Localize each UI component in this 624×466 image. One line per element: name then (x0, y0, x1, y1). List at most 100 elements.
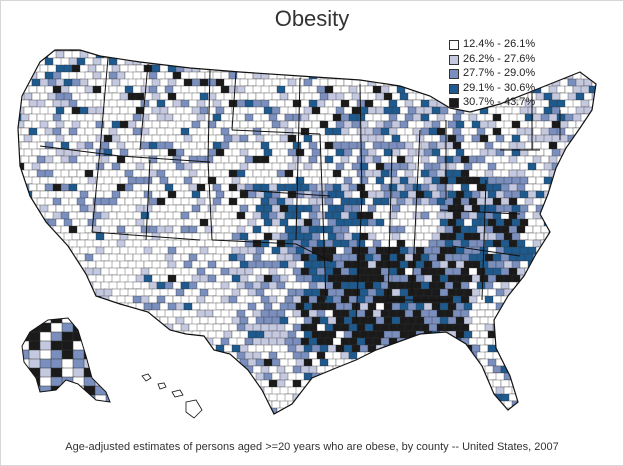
borough-cell (28, 376, 42, 388)
county-cell (292, 365, 302, 375)
county-cell (572, 323, 582, 334)
county-cell (519, 302, 531, 313)
county-cell (132, 393, 144, 404)
county-cell (87, 316, 98, 327)
county-cell (132, 50, 143, 52)
county-cell (407, 386, 419, 397)
county-cell (399, 358, 411, 368)
county-cell (316, 211, 327, 220)
county-cell (224, 415, 234, 422)
county-cell (95, 400, 105, 410)
county-cell (76, 281, 89, 290)
county-cell (572, 309, 582, 319)
county-cell (516, 365, 528, 376)
county-cell (428, 197, 439, 207)
county-cell (196, 253, 206, 262)
county-cell (84, 169, 95, 179)
county-cell (404, 365, 416, 375)
county-cell (220, 365, 231, 376)
county-cell (455, 372, 467, 381)
county-cell (311, 134, 321, 144)
county-cell (44, 99, 54, 108)
county-cell (508, 295, 519, 305)
county-cell (63, 302, 76, 313)
county-cell (148, 407, 161, 414)
county-cell (220, 155, 230, 165)
county-cell (383, 92, 394, 102)
county-cell (295, 330, 306, 339)
county-cell (412, 71, 424, 82)
county-cell (597, 394, 608, 401)
county-cell (20, 393, 31, 404)
county-cell (119, 64, 130, 73)
county-cell (60, 113, 71, 122)
county-cell (524, 393, 535, 402)
county-cell (92, 211, 103, 221)
county-cell (212, 407, 224, 414)
county-cell (572, 253, 585, 263)
county-cell (204, 169, 215, 178)
county-cell (31, 246, 42, 257)
county-cell (127, 330, 140, 340)
county-cell (439, 204, 449, 214)
county-cell (564, 351, 575, 361)
county-cell (532, 407, 542, 414)
county-cell (151, 330, 161, 340)
county-cell (223, 316, 234, 325)
county-cell (71, 302, 82, 311)
county-cell (572, 351, 585, 360)
county-cell (36, 155, 46, 165)
county-cell (119, 316, 132, 325)
county-cell (236, 113, 247, 122)
county-cell (375, 302, 386, 311)
county-cell (156, 351, 167, 360)
state-boundary-line (207, 159, 213, 241)
county-cell (471, 190, 481, 200)
county-cell (47, 64, 58, 74)
county-cell (199, 50, 209, 60)
county-cell (247, 50, 258, 60)
county-cell (84, 309, 95, 318)
county-cell (340, 169, 350, 179)
county-cell (540, 337, 550, 346)
county-cell (239, 78, 249, 87)
county-cell (479, 162, 490, 172)
county-cell (559, 274, 569, 284)
county-cell (452, 267, 462, 276)
county-cell (597, 114, 608, 123)
county-cell (183, 372, 195, 381)
county-cell (319, 204, 330, 213)
county-cell (196, 169, 206, 178)
county-cell (244, 309, 254, 318)
county-cell (196, 197, 207, 206)
county-cell (404, 127, 414, 137)
county-cell (464, 415, 474, 422)
county-cell (180, 71, 191, 80)
borough-cell (28, 340, 42, 352)
county-cell (535, 386, 545, 395)
county-cell (263, 50, 276, 61)
county-cell (196, 71, 206, 80)
county-cell (372, 253, 383, 263)
county-cell (580, 365, 590, 375)
county-cell (140, 50, 152, 52)
county-cell (63, 232, 74, 242)
county-cell (148, 365, 159, 375)
county-cell (336, 415, 347, 423)
county-cell (252, 155, 262, 164)
county-cell (47, 274, 58, 284)
county-cell (588, 295, 596, 304)
county-cell (44, 407, 54, 414)
county-cell (108, 365, 119, 375)
county-cell (575, 400, 585, 410)
county-cell (551, 400, 564, 411)
county-cell (572, 225, 584, 234)
county-cell (116, 309, 129, 320)
county-cell (164, 379, 177, 388)
county-cell (559, 190, 569, 200)
county-cell (303, 50, 315, 59)
county-cell (432, 415, 443, 424)
borough-cell (51, 404, 63, 414)
county-cell (332, 351, 342, 361)
county-cell (492, 141, 503, 150)
